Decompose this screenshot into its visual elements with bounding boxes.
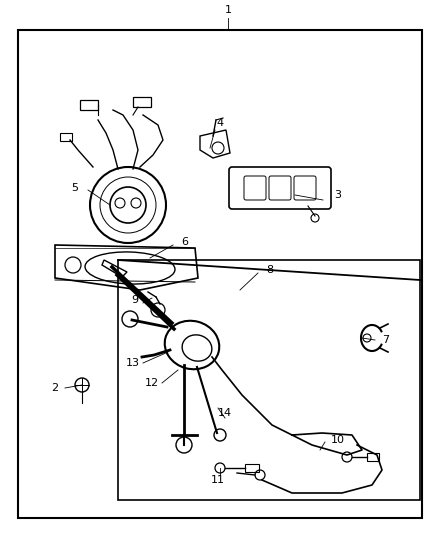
Text: 7: 7 [382, 335, 389, 345]
Text: 11: 11 [211, 475, 225, 485]
Bar [245, 464, 259, 472]
Text: 1: 1 [225, 5, 232, 15]
Bar [80, 100, 98, 110]
Bar [133, 97, 151, 107]
Text: 10: 10 [331, 435, 345, 445]
Bar [60, 133, 72, 141]
Text: 4: 4 [216, 118, 223, 128]
Text: 3: 3 [335, 190, 342, 200]
Text: 13: 13 [126, 358, 140, 368]
Text: 14: 14 [218, 408, 232, 418]
Text: 5: 5 [71, 183, 78, 193]
Text: 9: 9 [131, 295, 138, 305]
Text: 12: 12 [145, 378, 159, 388]
Text: 8: 8 [266, 265, 274, 275]
Bar [367, 453, 379, 461]
Bar [118, 260, 420, 500]
Text: 6: 6 [181, 237, 188, 247]
Text: 2: 2 [51, 383, 59, 393]
